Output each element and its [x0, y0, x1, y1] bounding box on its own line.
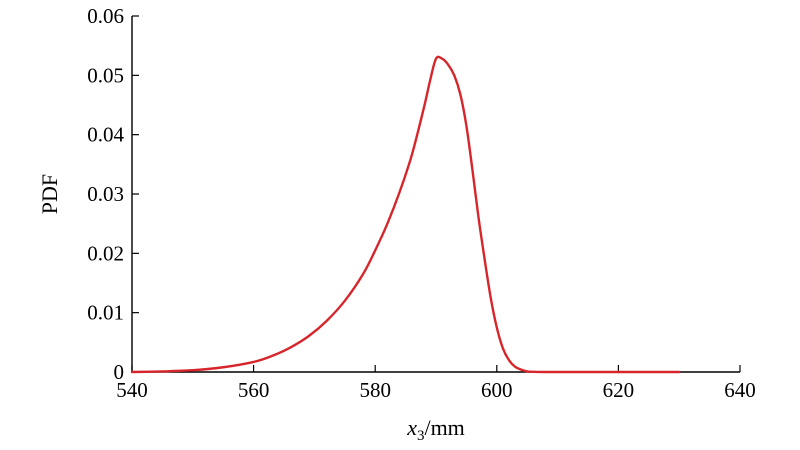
y-tick-label: 0.03 — [87, 182, 124, 206]
y-tick-label: 0 — [114, 360, 125, 384]
x-tick-label: 560 — [238, 378, 270, 402]
ticks: 540 560 580 600 620 640 0 0.01 0.02 0.03 0.04 0.05 0… — [87, 4, 756, 402]
x-axis-title: x3/mm — [406, 415, 465, 444]
x-tick-label: 540 — [116, 378, 148, 402]
x-axis-title-variable: x — [406, 415, 417, 440]
y-tick-label: 0.01 — [87, 301, 124, 325]
x-axis-title-unit: /mm — [424, 415, 464, 440]
x-tick-label: 580 — [359, 378, 391, 402]
x-axis-title-subscript: 3 — [417, 428, 425, 444]
x-tick-label: 620 — [603, 378, 635, 402]
y-axis-title: PDF — [37, 174, 62, 214]
y-tick-label: 0.02 — [87, 241, 124, 265]
series-line-1 — [130, 55, 681, 374]
y-tick-label: 0.04 — [87, 123, 124, 147]
y-tick-label: 0.05 — [87, 63, 124, 87]
x-tick-label: 640 — [724, 378, 756, 402]
axes — [131, 16, 740, 373]
x-tick-label: 600 — [481, 378, 513, 402]
y-tick-label: 0.06 — [87, 4, 124, 28]
series-layer — [130, 55, 681, 374]
